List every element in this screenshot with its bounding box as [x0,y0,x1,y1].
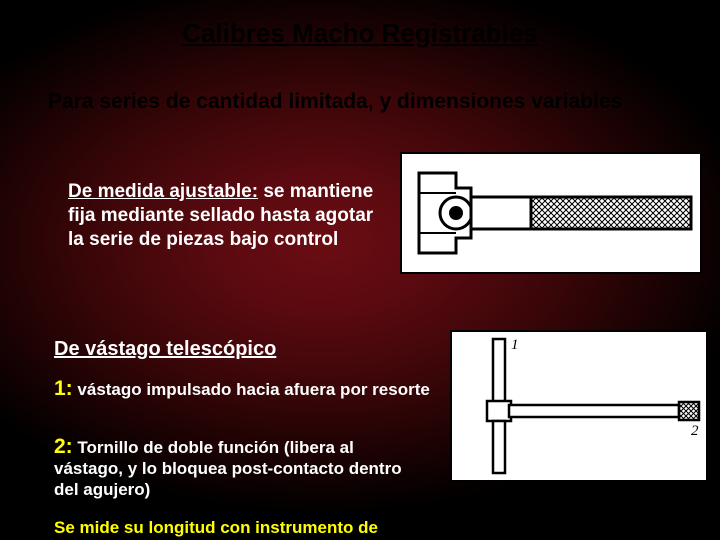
slide-subtitle: Para series de cantidad limitada, y dime… [48,90,680,114]
telescopic-svg [451,331,707,481]
item-2-text: Tornillo de doble función (libera al vás… [54,438,402,499]
figure-adjustable-gauge [400,152,702,274]
figure-telescopic-gauge: 1 2 [450,330,708,482]
telescopic-item-1: 1: vástago impulsado hacia afuera por re… [54,376,434,401]
telescopic-item-2: 2: Tornillo de doble función (libera al … [54,434,424,500]
figure-label-1: 1 [511,337,519,354]
item-2-number: 2: [54,435,73,458]
item-1-text: vástago impulsado hacia afuera por resor… [73,380,430,399]
gauge-svg [401,153,701,273]
figure-label-2: 2 [691,423,699,440]
section-telescopic-heading: De vástago telescópico [54,338,276,361]
cutoff-text: Se mide su longitud con instrumento de [54,518,434,538]
section-adjustable: De medida ajustable: se mantiene fija me… [68,180,388,251]
item-1-number: 1: [54,377,73,400]
slide-title: Calibres Macho Registrables [0,18,720,49]
slide: Calibres Macho Registrables Para series … [0,0,720,540]
section-adjustable-label: De medida ajustable: [68,181,258,202]
